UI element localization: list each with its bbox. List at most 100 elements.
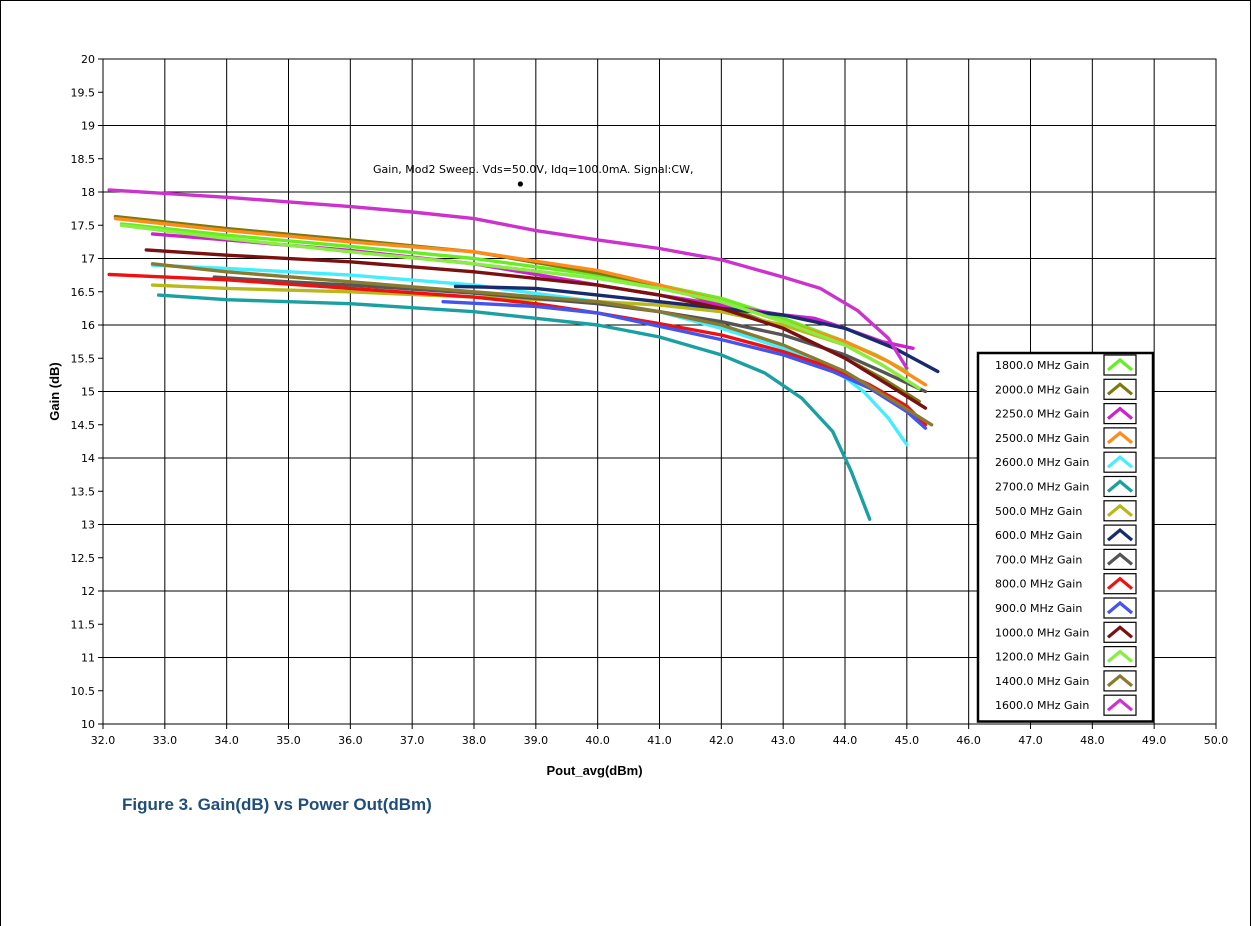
legend-swatch-line [1106, 357, 1134, 372]
legend-swatch-line [1106, 649, 1134, 663]
legend-swatch [1103, 354, 1137, 376]
figure-caption: Figure 3. Gain(dB) vs Power Out(dBm) [122, 795, 432, 814]
legend-swatch-line [1106, 528, 1134, 542]
annotation-marker [517, 181, 523, 187]
x-tick-label: 45.0 [895, 734, 920, 747]
legend-swatch [1103, 548, 1137, 571]
legend-label: 1000.0 MHz Gain [995, 626, 1089, 639]
legend-swatch-line [1106, 455, 1134, 469]
legend-swatch-line [1106, 625, 1134, 639]
legend-swatch-line [1106, 600, 1134, 615]
y-tick-label: 10.5 [71, 685, 96, 698]
y-tick-label: 12 [81, 585, 95, 598]
legend-swatch-line [1106, 382, 1134, 396]
y-tick-label: 15 [81, 386, 95, 399]
legend-swatch-line [1106, 430, 1134, 445]
x-tick-label: 39.0 [524, 734, 549, 747]
legend-label: 2600.0 MHz Gain [995, 456, 1089, 469]
legend-label: 800.0 MHz Gain [995, 578, 1082, 591]
legend-swatch [1103, 378, 1137, 400]
y-tick-label: 16.5 [71, 286, 96, 299]
series-line [113, 214, 921, 404]
y-tick-label: 18.5 [71, 153, 96, 166]
x-axis-title: Pout_avg(dBm) [546, 763, 642, 778]
series-line [150, 262, 934, 427]
x-tick-label: 34.0 [214, 734, 239, 747]
x-tick-label: 50.0 [1204, 734, 1229, 747]
y-tick-label: 11 [81, 652, 95, 665]
x-tick-label: 32.0 [91, 734, 116, 747]
y-tick-label: 10 [81, 718, 95, 731]
legend-swatch [1103, 500, 1137, 522]
x-tick-label: 44.0 [833, 734, 858, 747]
legend-swatch-line [1106, 698, 1134, 712]
x-tick-label: 43.0 [771, 734, 796, 747]
legend-swatch [1103, 645, 1137, 668]
y-tick-label: 16 [81, 319, 95, 332]
x-tick-label: 40.0 [585, 734, 610, 747]
y-tick-label: 17.5 [71, 219, 96, 232]
x-tick-label: 33.0 [153, 734, 178, 747]
legend-label: 700.0 MHz Gain [995, 553, 1082, 566]
y-tick-label: 20 [81, 53, 95, 66]
legend-swatch [1103, 694, 1137, 716]
y-tick-label: 12.5 [71, 552, 96, 565]
legend-swatch [1103, 597, 1137, 619]
series-line [119, 223, 921, 390]
legend-swatch [1103, 475, 1137, 498]
annotation-text: Gain, Mod2 Sweep. Vds=50.0V, Idq=100.0mA… [373, 163, 693, 176]
y-axis-title: Gain (dB) [47, 362, 62, 421]
legend-swatch [1103, 403, 1137, 425]
legend-swatch [1103, 524, 1137, 546]
legend-label: 1400.0 MHz Gain [995, 675, 1089, 688]
y-tick-label: 14 [81, 452, 95, 465]
x-tick-label: 42.0 [709, 734, 734, 747]
legend-label: 2700.0 MHz Gain [995, 481, 1089, 494]
x-tick-label: 38.0 [462, 734, 487, 747]
x-tick-label: 35.0 [276, 734, 301, 747]
y-tick-label: 14.5 [71, 419, 96, 432]
legend-label: 2250.0 MHz Gain [995, 408, 1089, 421]
series-line [113, 216, 928, 387]
legend-swatch [1103, 427, 1137, 449]
series-line [144, 248, 928, 410]
legend: 1800.0 MHz Gain 2000.0 MHz Gain 2250.0 MHz… [976, 351, 1155, 723]
y-tick-label: 17 [81, 253, 95, 266]
legend-swatch-line [1106, 673, 1134, 688]
series-layer [107, 188, 940, 521]
y-axis-ticks: 10 10.5 11 11.5 12 12.5 13 13.5 14 14.5 15 15.5 16 16… [71, 53, 103, 731]
y-tick-label: 19.5 [71, 86, 96, 99]
legend-label: 1200.0 MHz Gain [995, 651, 1089, 664]
y-tick-label: 13 [81, 519, 95, 532]
legend-swatch-line [1106, 552, 1134, 566]
legend-swatch [1103, 621, 1137, 643]
legend-label: 1800.0 MHz Gain [995, 359, 1089, 372]
legend-swatch-line [1106, 576, 1134, 590]
y-tick-label: 19 [81, 120, 95, 133]
series-line [107, 188, 909, 370]
legend-swatch [1103, 573, 1137, 595]
legend-label: 500.0 MHz Gain [995, 505, 1082, 518]
legend-label: 1600.0 MHz Gain [995, 699, 1089, 712]
x-tick-label: 46.0 [956, 734, 981, 747]
x-tick-label: 49.0 [1142, 734, 1167, 747]
x-tick-label: 41.0 [647, 734, 672, 747]
legend-swatch-line [1106, 479, 1134, 493]
legend-label: 2500.0 MHz Gain [995, 432, 1089, 445]
legend-label: 900.0 MHz Gain [995, 602, 1082, 615]
annotation: Gain, Mod2 Sweep. Vds=50.0V, Idq=100.0mA… [373, 163, 693, 187]
y-tick-label: 15.5 [71, 352, 96, 365]
y-tick-label: 18 [81, 186, 95, 199]
legend-swatch-line [1106, 503, 1134, 518]
y-tick-label: 13.5 [71, 485, 96, 498]
x-tick-label: 47.0 [1018, 734, 1043, 747]
x-tick-label: 36.0 [338, 734, 363, 747]
x-axis-ticks: 32.0 33.0 34.0 35.0 36.0 37.0 38.0 39.0 40.0 41.0… [91, 724, 1229, 747]
y-tick-label: 11.5 [71, 618, 96, 631]
legend-label: 2000.0 MHz Gain [995, 383, 1089, 396]
legend-swatch [1103, 451, 1137, 473]
x-tick-label: 48.0 [1080, 734, 1105, 747]
x-tick-label: 37.0 [400, 734, 425, 747]
